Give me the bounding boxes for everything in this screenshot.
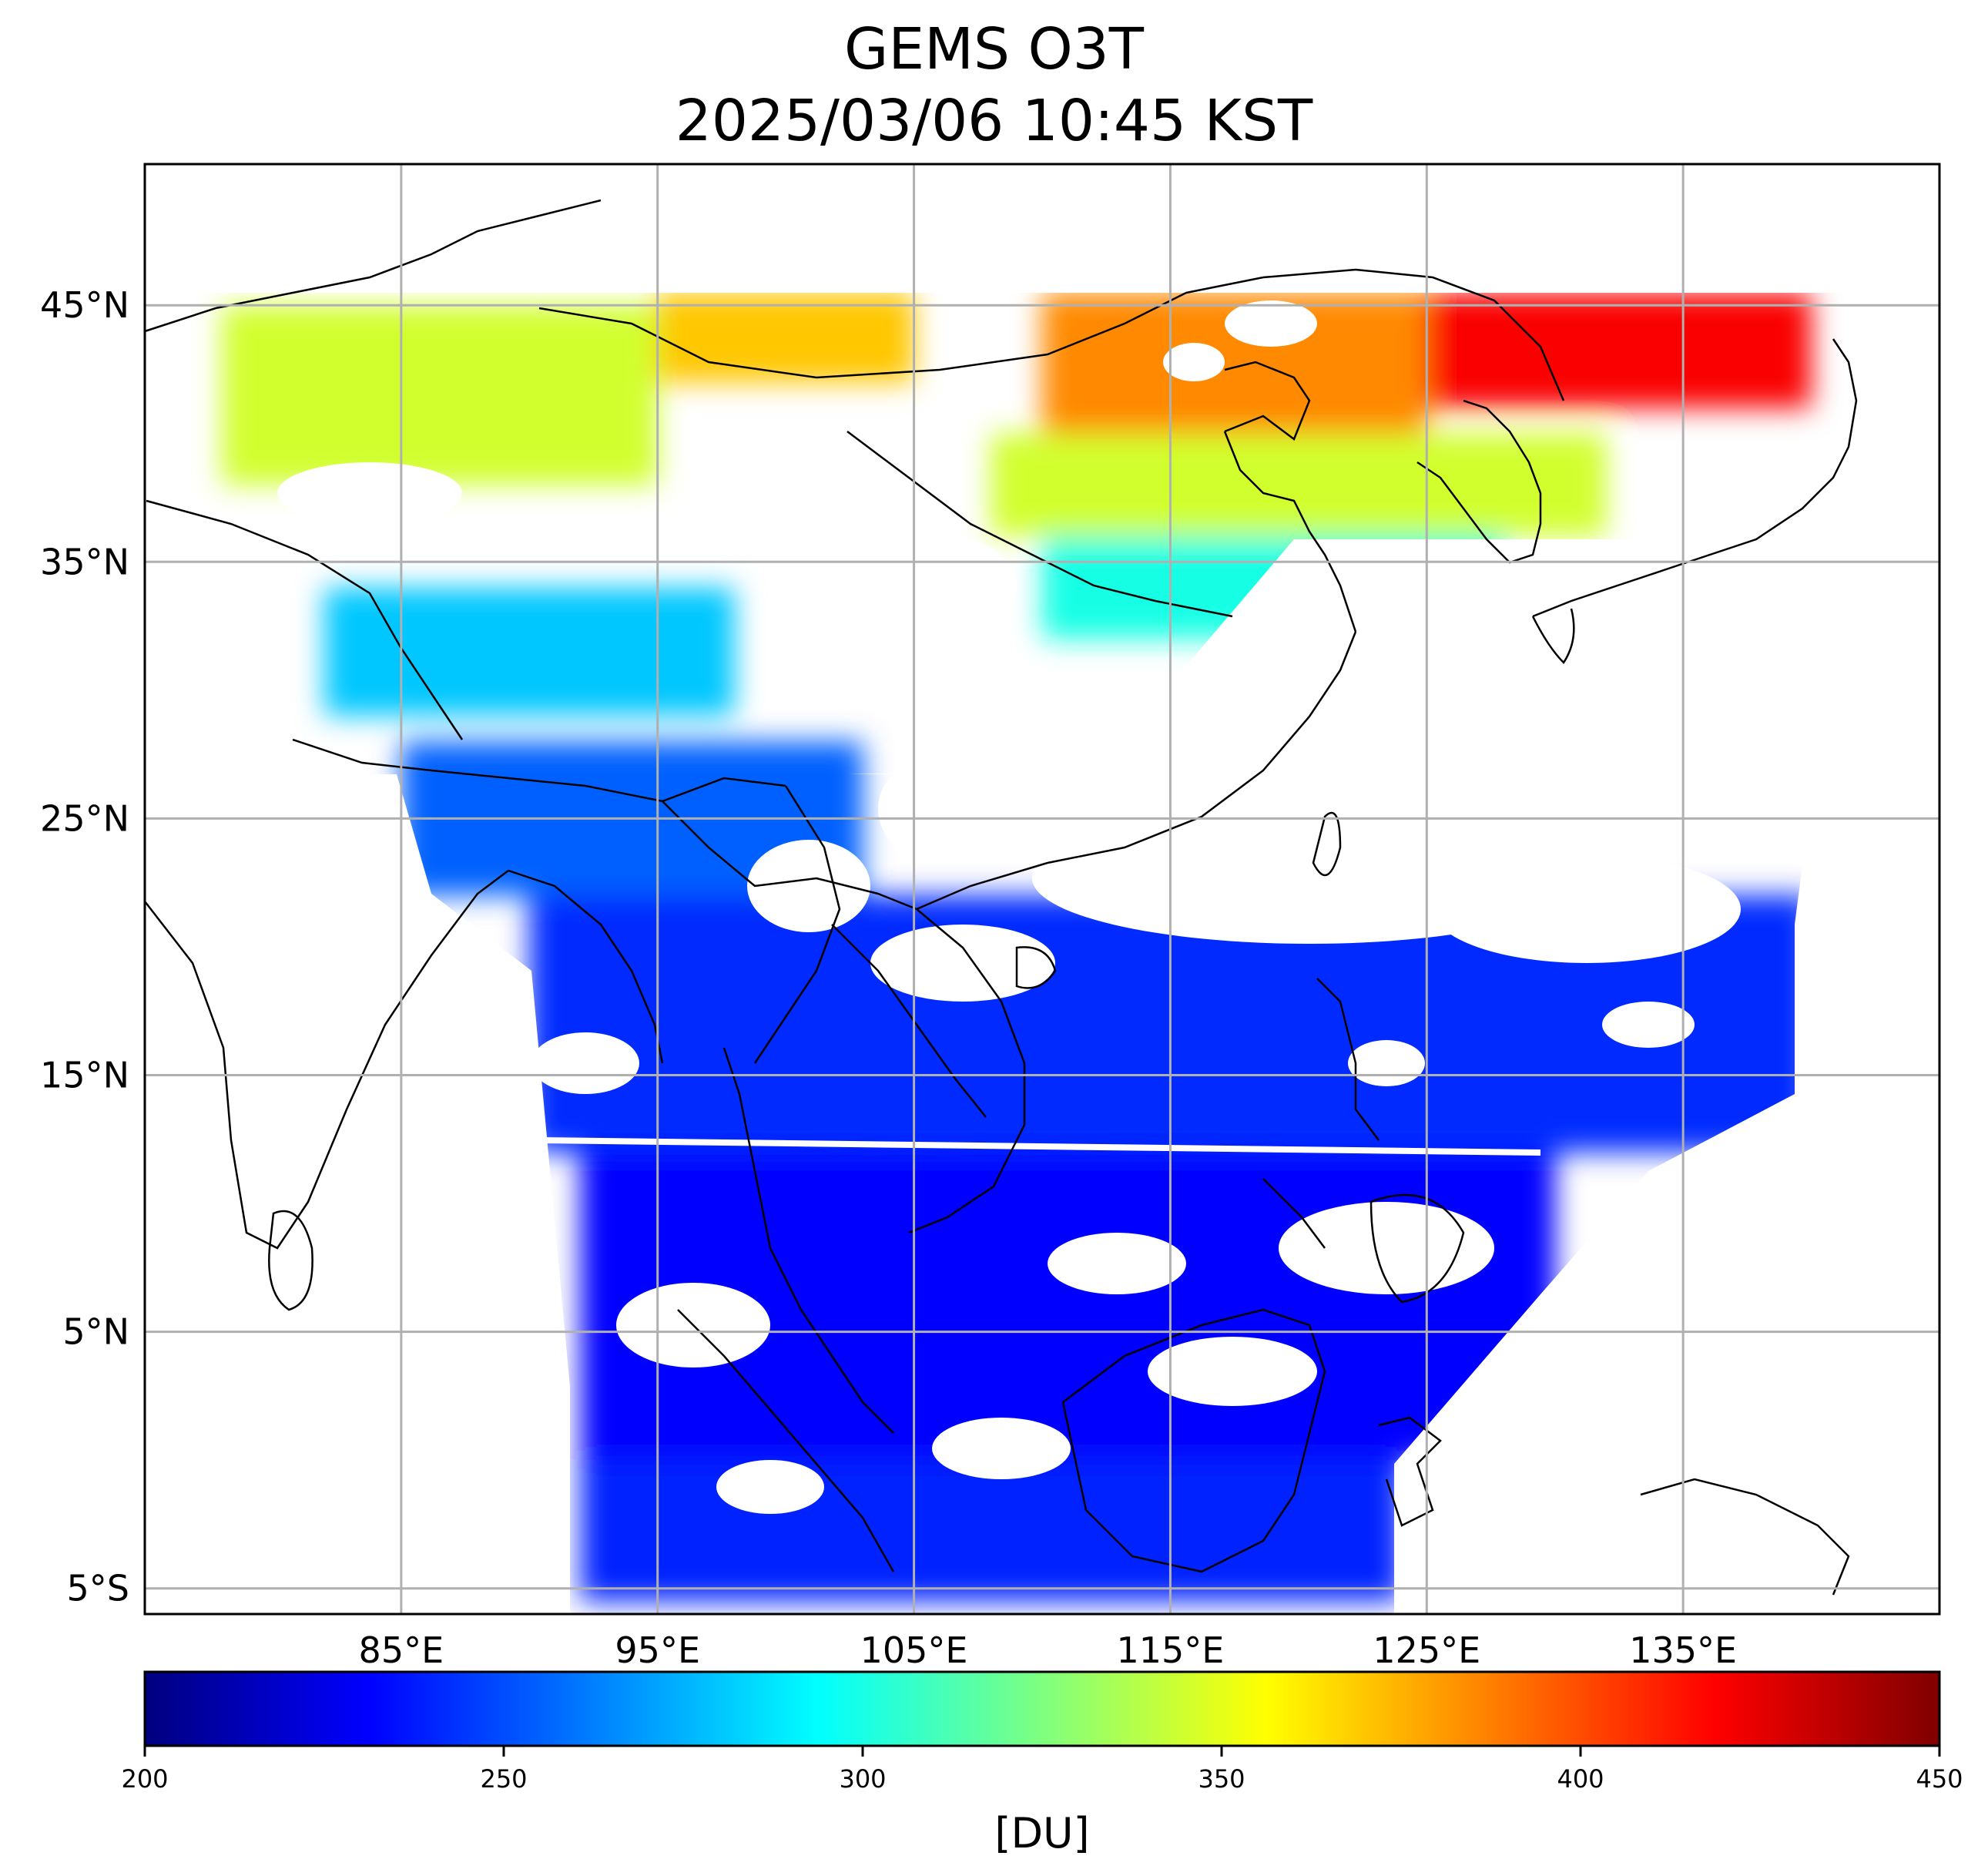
lat-tick-label: 5°N [62, 1311, 129, 1353]
border-china-southeast-asia [662, 800, 917, 911]
taiwan-coastline [1312, 811, 1342, 877]
ozone-data-layer [145, 164, 1939, 1614]
hainan-coastline [1015, 946, 1057, 989]
cloud-mask [277, 300, 1741, 1514]
swath-edge-west [145, 774, 570, 1614]
india-coastline [145, 870, 509, 1250]
border-mongolia [538, 291, 1187, 379]
colorbar-tick-label: 250 [480, 1764, 527, 1794]
coastlines-and-borders [145, 199, 1858, 1596]
malay-peninsula-coastline [722, 1047, 894, 1434]
lat-tick-label: 5°S [67, 1568, 129, 1609]
map-frame [143, 163, 1941, 1616]
map-subtitle: 2025/03/06 10:45 KST [675, 88, 1313, 154]
colorbar-tick-label: 450 [1916, 1764, 1963, 1794]
border-china-provinces [846, 431, 1233, 618]
lon-tick-label: 135°E [1629, 1629, 1737, 1671]
longitude-labels: 85°E 95°E 105°E 115°E 125°E 135°E [359, 1629, 1738, 1671]
china-east-coastline [1223, 431, 1357, 633]
border-mainland-se-asia [753, 785, 841, 1064]
sri-lanka-coastline [268, 1210, 313, 1311]
kyushu-coastline [1531, 608, 1575, 664]
new-guinea-coastline [1640, 1478, 1850, 1596]
ozone-region-4 [221, 305, 658, 485]
ozone-region-5 [991, 433, 1607, 536]
lon-tick-label: 95°E [615, 1629, 700, 1671]
korea-coastline [1416, 399, 1542, 564]
lon-tick-label: 105°E [860, 1629, 968, 1671]
bangladesh-myanmar-coastline [508, 869, 664, 1064]
sumatra-coastline [677, 1309, 895, 1572]
luzon-coastline [1316, 978, 1380, 1141]
latitude-labels: 45°N 35°N 25°N 15°N 5°N 5°S [40, 284, 129, 1609]
border-china-west [146, 499, 464, 740]
border-russia-china [1185, 268, 1565, 401]
sulawesi-coastline [1378, 1416, 1442, 1527]
palawan-coastline [1262, 1178, 1326, 1249]
colorbar-tick-label: 400 [1557, 1764, 1604, 1794]
lat-tick-label: 15°N [40, 1054, 129, 1096]
lon-tick-label: 115°E [1116, 1629, 1224, 1671]
lon-tick-label: 85°E [359, 1629, 444, 1671]
borneo-coastline [1061, 1308, 1326, 1573]
map-title: GEMS O3T [844, 16, 1144, 82]
scan-gap-line [538, 1137, 1541, 1156]
colorbar-tick-label: 350 [1198, 1764, 1245, 1794]
colorbar [143, 1670, 1941, 1747]
colorbar-tick-label: 300 [839, 1764, 886, 1794]
bohai-coastline [1224, 361, 1311, 441]
lat-tick-label: 45°N [40, 284, 129, 326]
cloud-mask-east-china-sea [847, 539, 1818, 774]
vietnam-coastline [908, 908, 1026, 1234]
colorbar-ticks: 200 250 300 350 400 450 [121, 1746, 1963, 1794]
ozone-regions [221, 292, 1812, 1602]
border-himalaya [292, 738, 786, 803]
swath-edge-north [145, 164, 1939, 293]
japan-coastline [1532, 338, 1858, 618]
china-south-coastline [916, 631, 1357, 911]
lon-tick-label: 125°E [1373, 1629, 1480, 1671]
border-laos-vietnam [831, 924, 987, 1118]
colorbar-unit-label: [DU] [994, 1809, 1089, 1858]
ozone-region-7 [324, 587, 735, 717]
swath-edge-east [1394, 740, 1939, 1614]
colorbar-tick-label: 200 [121, 1764, 168, 1794]
mindanao-coastline [1369, 1193, 1465, 1304]
ozone-region-3 [657, 292, 914, 383]
lat-tick-label: 35°N [40, 541, 129, 582]
ozone-region-11 [580, 1460, 1401, 1602]
gridlines [145, 164, 1939, 1614]
lat-tick-label: 25°N [40, 797, 129, 839]
